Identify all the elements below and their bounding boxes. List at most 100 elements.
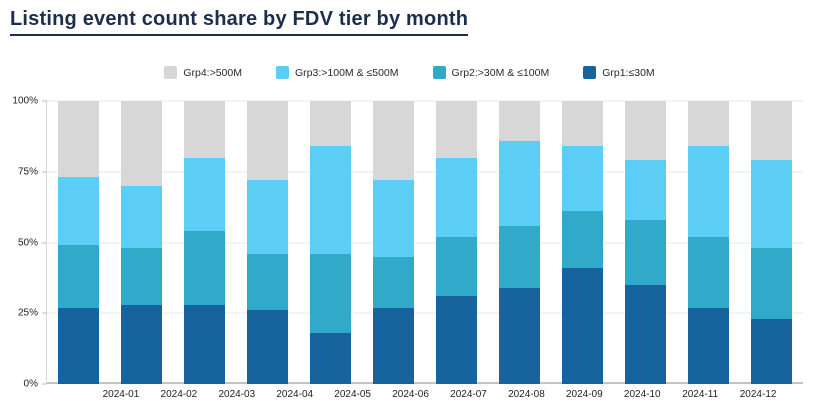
bar-segment-grp1 (688, 307, 729, 384)
gridline (47, 242, 803, 243)
x-axis-label: 2024-01 (102, 389, 140, 400)
bar-column (299, 101, 362, 384)
gridline (47, 382, 803, 384)
bar-segment-grp1 (247, 310, 288, 384)
legend-swatch-icon (276, 66, 289, 79)
chart-legend: Grp4:>500M Grp3:>100M & ≤500M Grp2:>30M & … (0, 66, 819, 79)
bar-segment-grp3 (562, 146, 603, 212)
stacked-bar-2024-02 (121, 101, 162, 384)
stacked-bar-2024-06 (373, 101, 414, 384)
stacked-bar-2024-11 (688, 101, 729, 384)
bar-segment-grp2 (58, 245, 99, 308)
x-axis: 2024-01 2024-02 2024-03 2024-04 2024-05 2024-… (92, 389, 787, 400)
bar-segment-grp2 (625, 219, 666, 285)
bar-column (110, 101, 173, 384)
bar-segment-grp4 (625, 101, 666, 161)
bar-segment-grp4 (436, 101, 477, 158)
bar-segment-grp2 (121, 248, 162, 305)
stacked-bar-2024-07 (436, 101, 477, 384)
bar-segment-grp1 (499, 287, 540, 384)
bar-segment-grp4 (499, 101, 540, 141)
stacked-bar-2024-03 (184, 101, 225, 384)
bar-segment-grp3 (184, 157, 225, 232)
legend-swatch-icon (583, 66, 597, 79)
x-axis-label: 2024-12 (739, 389, 777, 400)
legend-item-grp2[interactable]: Grp2:>30M & ≤100M (432, 66, 550, 79)
bar-column (551, 101, 614, 384)
bar-segment-grp2 (499, 225, 540, 288)
bar-segment-grp4 (562, 101, 603, 147)
bar-column (677, 101, 740, 384)
bar-segment-grp3 (499, 140, 540, 226)
bar-segment-grp3 (688, 146, 729, 237)
legend-swatch-icon (432, 66, 446, 79)
x-axis-label: 2024-08 (508, 389, 545, 400)
bar-segment-grp2 (751, 248, 792, 319)
stacked-bar-2024-09 (562, 101, 603, 384)
bar-segment-grp3 (625, 160, 666, 220)
bar-segment-grp1 (121, 304, 162, 384)
bar-segment-grp4 (121, 101, 162, 186)
bar-column (173, 101, 236, 384)
y-axis-tick-label: 100% (12, 95, 38, 107)
y-axis-tick-icon (42, 242, 47, 243)
y-axis-tick-label: 25% (17, 307, 38, 319)
legend-item-grp1[interactable]: Grp1:≤30M (583, 66, 655, 79)
bar-segment-grp3 (247, 180, 288, 254)
x-axis-label: 2024-09 (565, 389, 603, 400)
bar-segment-grp3 (310, 146, 351, 254)
bar-segment-grp4 (688, 101, 729, 147)
y-axis-tick-icon (42, 171, 47, 173)
bar-segment-grp4 (184, 101, 225, 158)
bar-segment-grp1 (625, 284, 666, 384)
bar-segment-grp4 (58, 101, 99, 178)
legend-label: Grp4:>500M (183, 66, 242, 79)
stacked-bar-2024-04 (247, 101, 288, 384)
bar-segment-grp1 (58, 307, 99, 384)
bar-segment-grp2 (688, 236, 729, 308)
legend-label: Grp1:≤30M (602, 66, 655, 79)
bar-segment-grp1 (310, 333, 351, 384)
gridline (47, 312, 803, 314)
bar-column (47, 101, 110, 384)
bar-segment-grp4 (373, 101, 414, 181)
legend-label: Grp2:>30M & ≤100M (451, 66, 550, 79)
x-axis-label: 2024-06 (392, 389, 429, 400)
bar-segment-grp2 (184, 231, 225, 305)
bar-segment-grp2 (436, 236, 477, 297)
y-axis-tick-icon (42, 383, 47, 385)
page-title: Listing event count share by FDV tier by… (10, 8, 469, 36)
bar-column (425, 101, 488, 384)
legend-item-grp3[interactable]: Grp3:>100M & ≤500M (276, 66, 399, 79)
bar-column (614, 101, 677, 384)
bar-segment-grp3 (751, 160, 792, 249)
x-axis-label: 2024-07 (450, 389, 487, 400)
stacked-bar-chart: 0% 25% 50% 75% 100% 2024-01 2024-02 2024-03 202… (12, 96, 803, 400)
stacked-bar-2024-12 (751, 101, 792, 384)
x-axis-label: 2024-03 (218, 389, 256, 400)
x-axis-label: 2024-10 (623, 389, 661, 400)
stacked-bar-2024-08 (499, 101, 540, 384)
bar-column (362, 101, 425, 384)
bar-segment-grp1 (373, 307, 414, 384)
bar-column (236, 101, 299, 384)
bar-segment-grp1 (562, 267, 603, 384)
bar-segment-grp1 (436, 296, 477, 384)
legend-item-grp4[interactable]: Grp4:>500M (164, 66, 242, 79)
bar-segment-grp2 (310, 253, 351, 334)
bar-segment-grp2 (562, 211, 603, 268)
bar-segment-grp3 (121, 185, 162, 249)
bar-column (488, 101, 551, 384)
bar-segment-grp3 (436, 157, 477, 237)
legend-swatch-icon (164, 66, 178, 79)
gridline (47, 100, 803, 102)
bar-segment-grp2 (247, 253, 288, 311)
gridline (47, 171, 803, 173)
y-axis-tick-label: 50% (17, 237, 38, 248)
bar-segment-grp4 (310, 101, 351, 147)
y-axis-tick-icon (42, 312, 47, 314)
x-axis-label: 2024-11 (682, 389, 719, 400)
stacked-bar-2024-10 (625, 101, 666, 384)
bar-segment-grp4 (751, 101, 792, 161)
x-axis-label: 2024-02 (160, 389, 198, 400)
